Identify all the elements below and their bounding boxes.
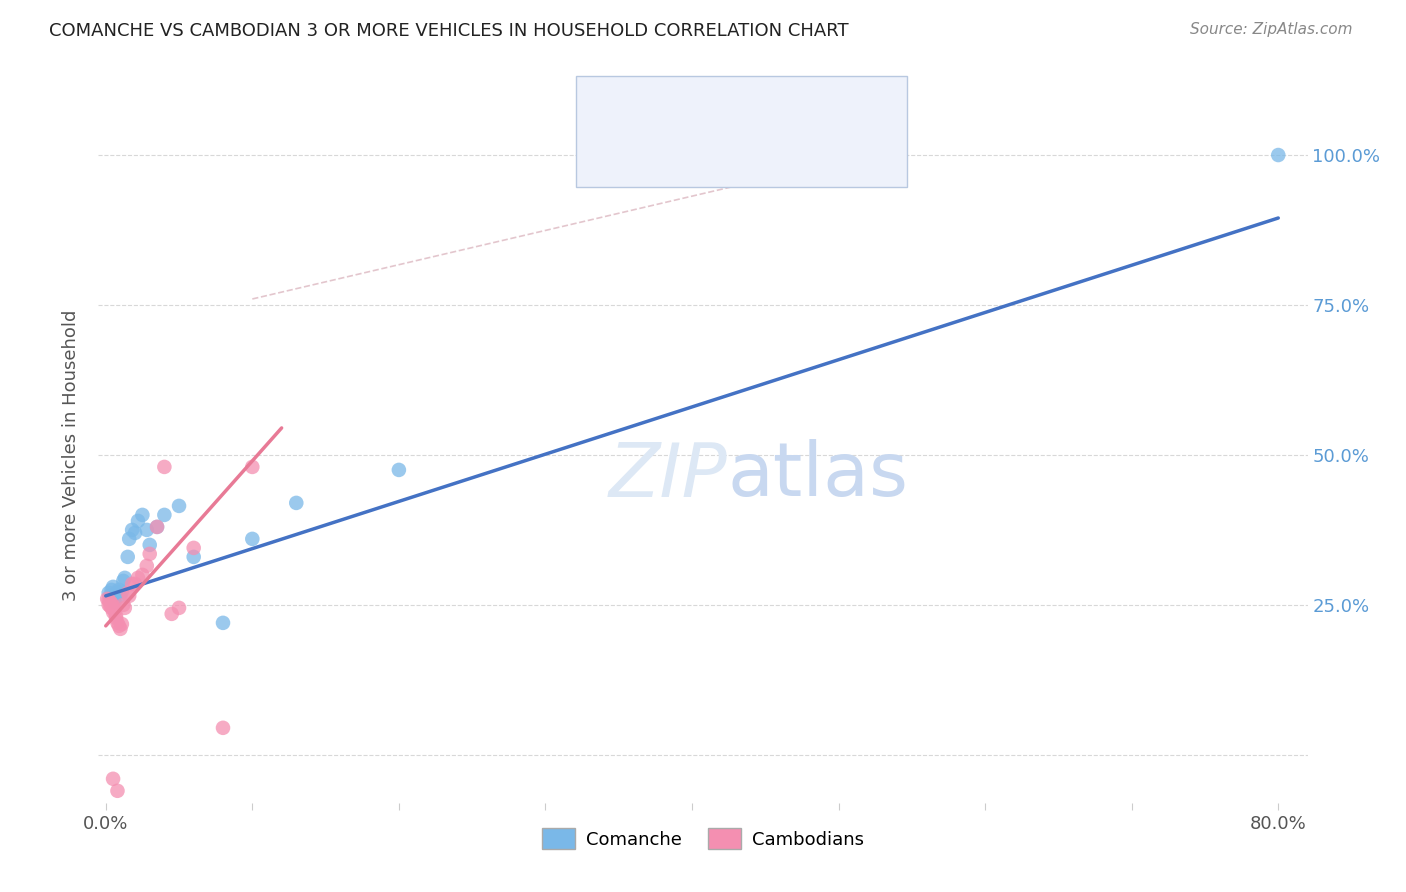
Point <box>114 571 136 585</box>
Text: 35: 35 <box>792 144 818 163</box>
Point <box>111 617 134 632</box>
Point <box>146 520 169 534</box>
Point <box>127 514 149 528</box>
Point <box>110 622 132 636</box>
Point <box>108 582 131 597</box>
Point <box>105 587 128 601</box>
Point <box>105 608 128 623</box>
Point <box>183 541 205 555</box>
Point <box>108 619 131 633</box>
Point <box>103 604 125 618</box>
Text: COMANCHE VS CAMBODIAN 3 OR MORE VEHICLES IN HOUSEHOLD CORRELATION CHART: COMANCHE VS CAMBODIAN 3 OR MORE VEHICLES… <box>49 22 849 40</box>
Point <box>138 538 160 552</box>
Point <box>100 582 122 597</box>
Point <box>153 459 176 474</box>
Point <box>118 532 141 546</box>
Point <box>100 597 122 611</box>
Text: 0.813: 0.813 <box>679 107 741 127</box>
Point <box>240 459 263 474</box>
Point <box>107 615 129 630</box>
Point <box>153 508 176 522</box>
Point <box>101 589 124 603</box>
Point <box>121 577 143 591</box>
Point <box>212 721 235 735</box>
Point <box>107 784 129 798</box>
Point <box>98 599 121 613</box>
Point <box>98 595 121 609</box>
Point <box>101 599 124 613</box>
Point <box>97 593 120 607</box>
Point <box>388 463 411 477</box>
Point <box>101 580 124 594</box>
Point <box>101 772 124 786</box>
Point <box>285 496 308 510</box>
Text: R =: R = <box>633 144 673 163</box>
Point <box>240 532 263 546</box>
Point <box>118 589 141 603</box>
Point <box>114 600 136 615</box>
Point <box>160 607 183 621</box>
Point <box>146 520 169 534</box>
Point <box>117 586 139 600</box>
Point <box>111 584 134 599</box>
Point <box>97 586 120 600</box>
Point <box>212 615 235 630</box>
Point <box>117 549 139 564</box>
Point <box>103 595 125 609</box>
Point <box>101 605 124 619</box>
Point <box>96 591 118 606</box>
Point <box>124 577 146 591</box>
Text: N =: N = <box>735 107 789 127</box>
Point <box>124 525 146 540</box>
Text: 0.600: 0.600 <box>672 144 733 163</box>
Point <box>167 499 190 513</box>
Legend: Comanche, Cambodians: Comanche, Cambodians <box>534 822 872 856</box>
Point <box>121 523 143 537</box>
Point <box>135 523 157 537</box>
Point <box>107 586 129 600</box>
Text: atlas: atlas <box>727 439 908 512</box>
Point <box>98 589 121 603</box>
Point <box>167 600 190 615</box>
Point <box>112 574 135 588</box>
Point <box>138 547 160 561</box>
Point <box>127 571 149 585</box>
Text: R =: R = <box>633 107 679 127</box>
Text: ZIP: ZIP <box>609 440 727 512</box>
Point <box>131 508 153 522</box>
Text: Source: ZipAtlas.com: Source: ZipAtlas.com <box>1189 22 1353 37</box>
Point <box>112 598 135 612</box>
Text: N =: N = <box>735 144 789 163</box>
Point <box>100 600 122 615</box>
Point <box>97 598 120 612</box>
Text: 30: 30 <box>792 107 818 127</box>
Point <box>183 549 205 564</box>
Point <box>1267 148 1289 162</box>
Point <box>135 558 157 573</box>
Point <box>131 567 153 582</box>
Point <box>105 611 128 625</box>
Point <box>110 589 132 603</box>
Y-axis label: 3 or more Vehicles in Household: 3 or more Vehicles in Household <box>62 310 80 600</box>
